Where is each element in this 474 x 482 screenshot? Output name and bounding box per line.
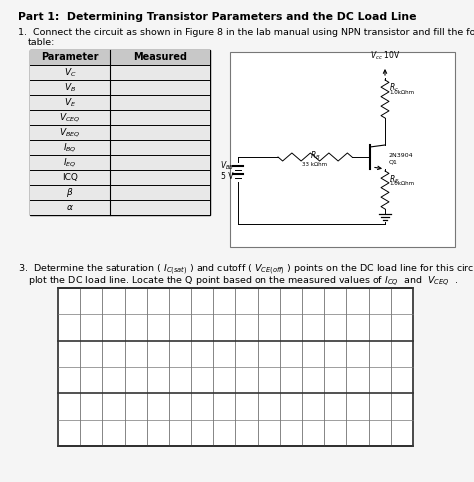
Bar xyxy=(30,50,210,215)
Text: $R_c$: $R_c$ xyxy=(389,82,399,94)
Text: $V_B$: $V_B$ xyxy=(64,81,76,94)
Text: $\alpha$: $\alpha$ xyxy=(66,203,74,212)
Bar xyxy=(30,170,210,185)
Text: $V_C$: $V_C$ xyxy=(64,66,76,79)
Bar xyxy=(30,95,210,110)
Text: ICQ: ICQ xyxy=(62,173,78,182)
Bar xyxy=(230,52,455,247)
Text: $R_B$: $R_B$ xyxy=(310,149,320,161)
Text: $V_{BEQ}$: $V_{BEQ}$ xyxy=(59,126,81,139)
Text: $V_{BB}$: $V_{BB}$ xyxy=(220,160,234,173)
Bar xyxy=(30,155,210,170)
Text: 1.  Connect the circuit as shown in Figure 8 in the lab manual using NPN transis: 1. Connect the circuit as shown in Figur… xyxy=(18,28,474,37)
Text: $V_{cc}$ 10V: $V_{cc}$ 10V xyxy=(370,50,401,62)
Text: $R_E$: $R_E$ xyxy=(389,173,400,186)
Text: Part 1:  Determining Transistor Parameters and the DC Load Line: Part 1: Determining Transistor Parameter… xyxy=(18,12,417,22)
Bar xyxy=(30,65,210,80)
Bar xyxy=(30,80,210,95)
Text: table:: table: xyxy=(28,38,55,47)
Text: $I_{BQ}$: $I_{BQ}$ xyxy=(63,141,77,154)
Bar xyxy=(30,140,210,155)
Text: 5 V: 5 V xyxy=(221,172,234,181)
Bar xyxy=(30,110,210,125)
Text: $I_{EQ}$: $I_{EQ}$ xyxy=(64,156,77,169)
Bar xyxy=(30,200,210,215)
Bar xyxy=(30,185,210,200)
Text: $V_{CEQ}$: $V_{CEQ}$ xyxy=(59,111,81,124)
Text: Measured: Measured xyxy=(133,53,187,63)
Text: $\beta$: $\beta$ xyxy=(66,186,74,199)
Text: 1.0kΩhm: 1.0kΩhm xyxy=(389,90,414,95)
Bar xyxy=(58,288,413,446)
Bar xyxy=(30,50,210,65)
Text: 33 kΩhm: 33 kΩhm xyxy=(302,162,328,167)
Text: 3.  Determine the saturation ( $I_{C(sat)}$ ) and cutoff ( $V_{CE(off)}$ ) point: 3. Determine the saturation ( $I_{C(sat)… xyxy=(18,262,474,277)
Text: plot the DC load line. Locate the Q point based on the measured values of $I_{CQ: plot the DC load line. Locate the Q poin… xyxy=(28,274,458,288)
Text: Parameter: Parameter xyxy=(41,53,99,63)
Text: 2N3904
Q1: 2N3904 Q1 xyxy=(389,153,414,164)
Bar xyxy=(30,125,210,140)
Text: $V_E$: $V_E$ xyxy=(64,96,76,109)
Text: 1.0kΩhm: 1.0kΩhm xyxy=(389,181,414,186)
